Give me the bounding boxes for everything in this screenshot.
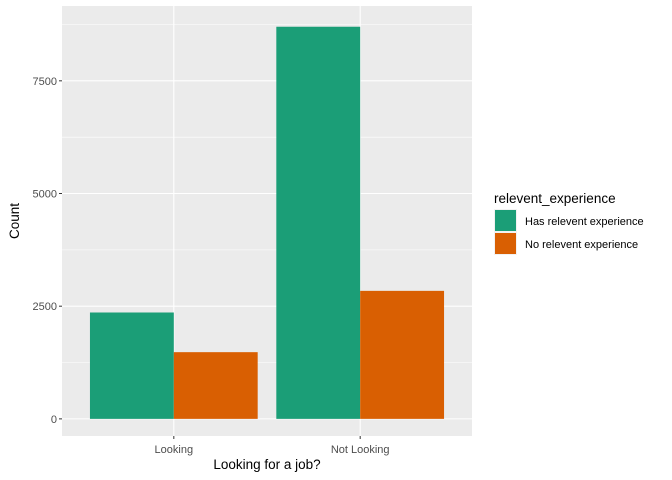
legend-label: Has relevent experience bbox=[525, 216, 644, 228]
bar-not-looking-no-experience bbox=[360, 290, 445, 419]
legend: relevent_experience Has relevent experie… bbox=[494, 191, 644, 255]
x-axis: Looking Not Looking bbox=[155, 436, 390, 456]
legend-label: No relevent experience bbox=[525, 239, 638, 251]
bars bbox=[89, 26, 445, 419]
y-tick-label: 5000 bbox=[33, 189, 57, 201]
legend-title: relevent_experience bbox=[494, 191, 616, 206]
x-tick-label: Looking bbox=[155, 444, 194, 456]
bar-looking-no-experience bbox=[173, 352, 258, 419]
y-tick-label: 7500 bbox=[33, 76, 57, 88]
bar-looking-has-experience bbox=[89, 312, 174, 419]
x-axis-title: Looking for a job? bbox=[213, 457, 320, 472]
legend-swatch bbox=[495, 210, 516, 231]
legend-items: Has relevent experience No relevent exper… bbox=[494, 209, 644, 255]
legend-swatch bbox=[495, 233, 516, 254]
y-tick-label: 2500 bbox=[33, 301, 57, 313]
x-tick-label: Not Looking bbox=[331, 444, 390, 456]
y-tick-label: 0 bbox=[51, 414, 57, 426]
y-axis: 0 2500 5000 7500 bbox=[33, 76, 62, 426]
y-axis-title: Count bbox=[7, 203, 22, 239]
bar-not-looking-has-experience bbox=[276, 26, 361, 419]
